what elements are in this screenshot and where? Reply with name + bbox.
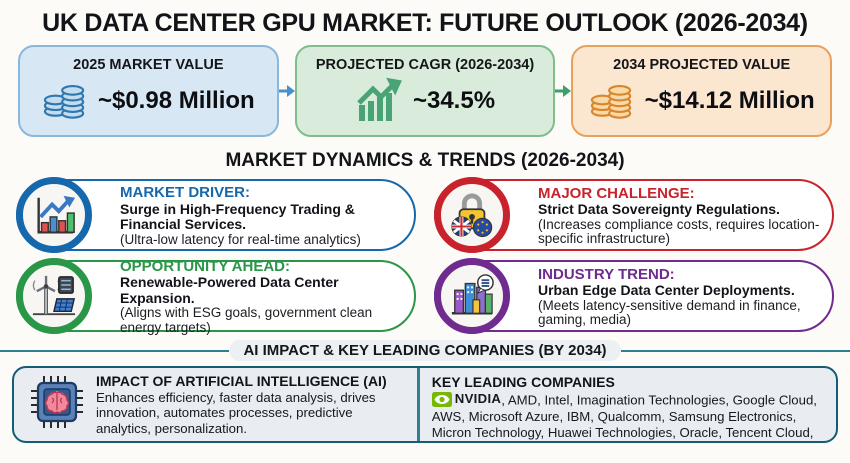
stat-box-2034-value: 2034 PROJECTED VALUE ~$14.12 Million	[571, 45, 833, 137]
page-title: UK DATA CENTER GPU MARKET: FUTURE OUTLOO…	[42, 9, 808, 37]
section-header-market-dynamics: MARKET DYNAMICS & TRENDS (2026-2034)	[225, 150, 625, 171]
stat-value: ~$14.12 Million	[644, 87, 815, 114]
dynamics-cards-grid: MARKET DRIVER: Surge in High-Frequency T…	[16, 177, 834, 335]
arrow-right-icon	[555, 84, 572, 98]
stat-label: 2025 MARKET VALUE	[73, 57, 224, 73]
header-divider-line	[620, 349, 850, 352]
stat-value: ~34.5%	[412, 87, 496, 114]
key-companies-title: KEY LEADING COMPANIES	[431, 374, 615, 390]
card-note: (Aligns with ESG goals, government clean…	[120, 305, 373, 336]
card-statement: Strict Data Sovereignty Regulations.	[538, 200, 780, 217]
nvidia-logo: NVIDIA	[431, 391, 502, 407]
card-major-challenge: MAJOR CHALLENGE: Strict Data Sovereignty…	[434, 177, 834, 253]
card-note: (Ultra-low latency for real-time analyti…	[120, 231, 361, 247]
ai-impact-text: Enhances efficiency, faster data analysi…	[96, 389, 376, 436]
key-companies-section: KEY LEADING COMPANIES NVIDIA , AMD, Inte…	[416, 368, 836, 441]
renewable-data-center-icon	[16, 258, 92, 334]
section-header-ai-impact: AI IMPACT & KEY LEADING COMPANIES (BY 20…	[0, 340, 850, 361]
stat-box-2025-value: 2025 MARKET VALUE ~$0.98 Million	[18, 45, 279, 137]
stat-label: PROJECTED CAGR (2026-2034)	[315, 57, 535, 73]
card-title: INDUSTRY TREND:	[538, 265, 675, 283]
ai-chip-brain-icon	[28, 373, 86, 436]
card-title: OPPORTUNITY AHEAD:	[120, 257, 291, 275]
bottom-panel: IMPACT OF ARTIFICIAL INTELLIGENCE (AI) E…	[12, 366, 838, 443]
ai-impact-section: IMPACT OF ARTIFICIAL INTELLIGENCE (AI) E…	[14, 368, 417, 441]
card-note: (Meets latency-sensitive demand in finan…	[538, 297, 801, 328]
card-industry-trend: INDUSTRY TREND: Urban Edge Data Center D…	[434, 258, 834, 334]
padlock-uk-eu-flags-icon	[434, 177, 510, 253]
section-header-label: AI IMPACT & KEY LEADING COMPANIES (BY 20…	[229, 340, 621, 361]
stats-row: 2025 MARKET VALUE ~$0.98 Million	[18, 45, 833, 137]
card-market-driver: MARKET DRIVER: Surge in High-Frequency T…	[16, 177, 416, 253]
ai-impact-title: IMPACT OF ARTIFICIAL INTELLIGENCE (AI)	[96, 372, 387, 389]
stat-label: 2034 PROJECTED VALUE	[613, 57, 791, 73]
growth-chart-icon	[355, 77, 403, 126]
bar-chart-growth-icon	[16, 177, 92, 253]
coins-icon	[42, 77, 88, 126]
stat-box-cagr: PROJECTED CAGR (2026-2034) ~34.5%	[294, 45, 556, 137]
card-title: MARKET DRIVER:	[120, 184, 250, 202]
nvidia-wordmark: NVIDIA	[454, 391, 502, 406]
stat-value: ~$0.98 Million	[97, 87, 255, 114]
coins-icon	[589, 77, 635, 126]
card-note: (Increases compliance costs, requires lo…	[538, 216, 820, 247]
card-statement: Surge in High-Frequency Trading & Financ…	[120, 200, 355, 233]
card-opportunity-ahead: OPPORTUNITY AHEAD: Renewable-Powered Dat…	[16, 257, 416, 335]
arrow-right-icon	[278, 84, 295, 98]
card-statement: Renewable-Powered Data Center Expansion.	[120, 274, 339, 306]
companies-names: , AMD, Intel, Imagination Technologies, …	[431, 392, 817, 441]
card-statement: Urban Edge Data Center Deployments.	[538, 281, 795, 298]
key-companies-list: NVIDIA , AMD, Intel, Imagination Technol…	[431, 391, 824, 441]
card-title: MAJOR CHALLENGE:	[538, 184, 695, 202]
header-divider-line	[0, 349, 230, 352]
city-edge-data-center-icon	[434, 258, 510, 334]
